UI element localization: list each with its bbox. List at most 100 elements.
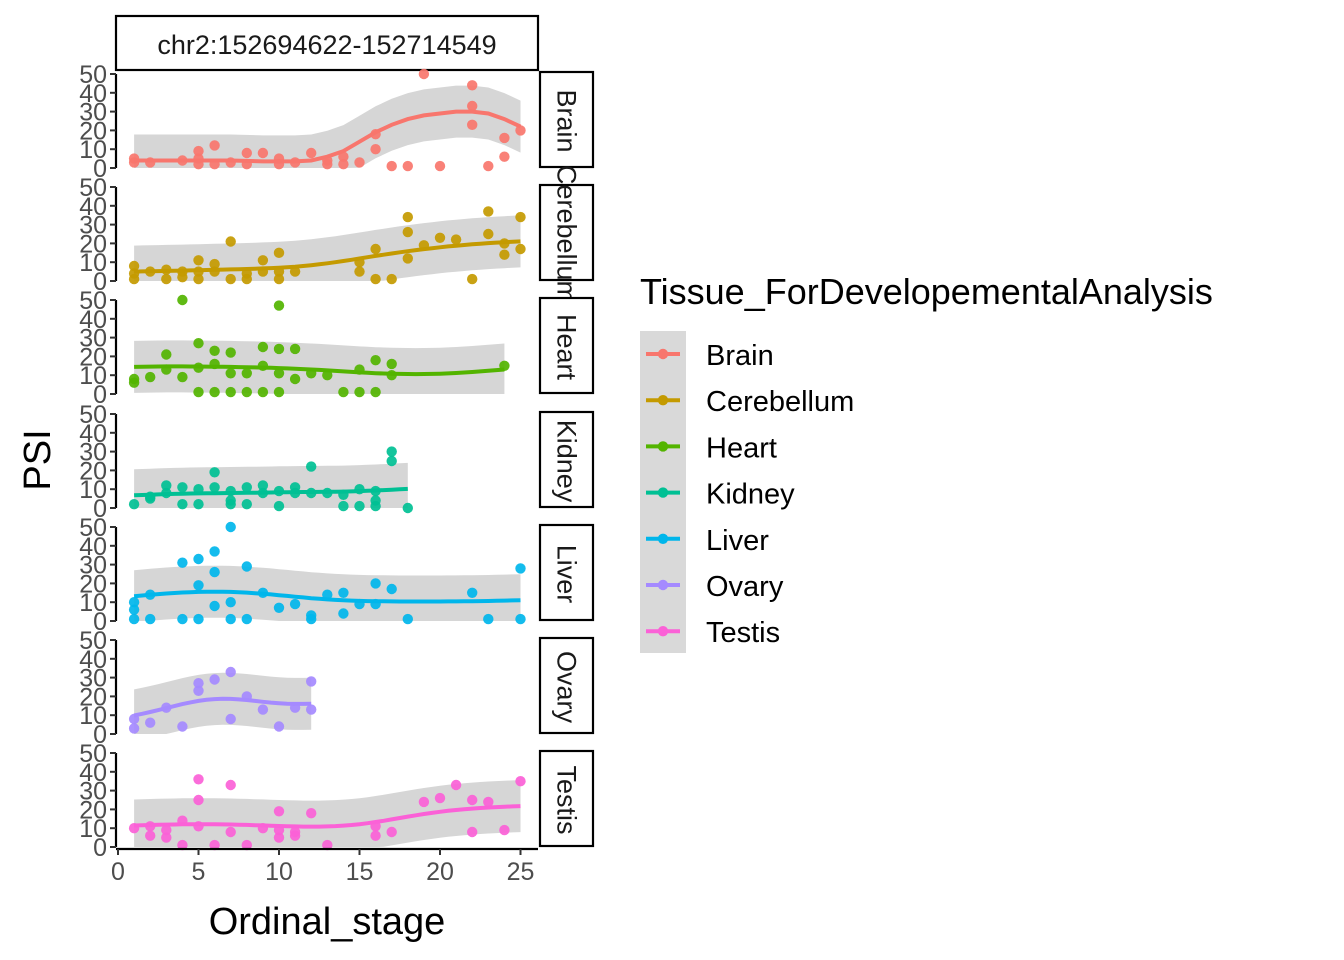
x-tick-label: 20 [426,858,454,886]
data-point [402,211,413,223]
legend-item-testis: Testis [646,617,780,649]
y-tick-label: 0 [93,608,107,636]
data-point [177,499,188,510]
legend-item-heart: Heart [646,432,777,464]
data-point [145,717,156,728]
data-point [225,368,236,379]
y-tick-label: 40 [79,193,107,221]
data-point [209,674,220,685]
strip-label: Heart [552,314,582,381]
y-tick-label: 0 [93,495,107,523]
data-point [354,500,365,512]
x-tick-label: 15 [346,858,374,886]
data-point [370,500,381,512]
x-tick-label: 10 [265,858,293,886]
data-point [177,482,188,493]
data-point [499,249,510,260]
y-tick-label: 40 [79,533,107,561]
data-point [209,546,220,557]
y-tick-label: 40 [79,646,107,674]
data-point [241,368,252,379]
data-point [225,666,236,678]
data-point [209,258,220,270]
data-point [225,613,236,625]
y-tick-label: 10 [79,136,107,164]
data-point [241,482,252,493]
data-point [145,830,156,841]
strip-label: Testis [552,765,582,834]
y-tick-label: 50 [79,514,107,542]
data-point [499,132,510,144]
data-point [128,273,140,285]
data-point [338,608,349,619]
data-point [209,140,220,151]
legend-key-point [657,395,669,406]
data-point [386,160,397,172]
data-point [177,557,188,568]
facet-title: chr2:152694622-152714549 [157,30,496,60]
data-point [370,578,381,589]
legend-label: Cerebellum [706,386,854,418]
x-axis-title: Ordinal_stage [209,901,446,943]
data-point [515,211,526,223]
y-tick-label: 30 [79,439,107,467]
trend-line [134,804,521,829]
y-tick-label: 30 [79,212,107,240]
data-point [193,145,204,157]
data-point [128,377,140,388]
y-tick-label: 20 [79,457,107,485]
y-tick-label: 0 [93,381,107,409]
data-point [193,794,204,806]
data-point [338,159,349,170]
data-point [289,343,301,355]
data-point [338,587,349,598]
legend-item-ovary: Ovary [646,571,784,603]
y-tick-label: 40 [79,306,107,334]
data-point [515,563,526,574]
data-point [241,147,252,159]
data-point [128,613,140,625]
data-point [370,273,381,285]
data-point [499,824,510,836]
data-point [467,119,478,130]
data-point [193,580,204,591]
data-point [306,704,317,715]
data-point [402,226,413,238]
data-point [370,355,381,366]
y-tick-label: 30 [79,325,107,353]
data-point [450,234,462,245]
data-point [483,796,494,808]
y-tick-label: 50 [79,287,107,315]
strip-box [538,523,595,622]
y-tick-label: 0 [93,268,107,296]
y-tick-label: 20 [79,230,107,258]
data-point [209,386,220,398]
data-point [193,255,204,266]
data-point [483,160,494,172]
legend-label: Testis [706,617,780,649]
strip-box [538,183,595,282]
data-point [257,386,269,398]
data-point [128,499,140,510]
data-point [289,830,301,841]
data-point [386,446,397,457]
y-tick-label: 20 [79,343,107,371]
data-point [193,499,204,510]
data-point [273,806,285,817]
data-point [225,521,236,533]
data-point [193,338,204,349]
data-point [515,125,526,136]
trend-line [134,486,408,498]
data-point [273,300,285,311]
data-point [386,455,397,467]
data-point [241,273,252,285]
trend-line [134,239,521,274]
data-point [209,482,220,493]
data-point [434,792,446,804]
legend-item-liver: Liver [646,525,769,557]
data-point [273,602,285,613]
y-tick-label: 10 [79,249,107,277]
